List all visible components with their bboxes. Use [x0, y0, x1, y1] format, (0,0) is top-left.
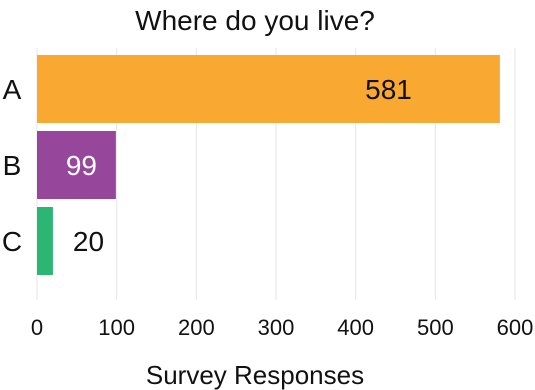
chart-title: Where do you live?: [135, 5, 375, 36]
x-tick-label: 600: [497, 315, 534, 340]
category-label: A: [3, 74, 22, 105]
x-tick-label: 0: [31, 315, 43, 340]
data-labels: 581 99 20: [66, 74, 412, 257]
category-label: B: [3, 150, 22, 181]
bar: [37, 207, 53, 275]
x-tick-label: 100: [98, 315, 135, 340]
data-label: 581: [365, 74, 412, 105]
x-tick-labels: 0 100 200 300 400 500 600: [31, 315, 533, 340]
x-tick-label: 500: [417, 315, 454, 340]
bar: [37, 131, 116, 199]
x-tick-label: 300: [258, 315, 295, 340]
bar: [37, 55, 500, 123]
x-axis-label: Survey Responses: [146, 360, 364, 390]
bars: [37, 55, 500, 275]
data-label: 20: [73, 226, 104, 257]
category-label: C: [2, 226, 22, 257]
category-labels: A B C: [2, 74, 22, 257]
x-tick-label: 200: [178, 315, 215, 340]
data-label: 99: [66, 150, 97, 181]
x-tick-label: 400: [337, 315, 374, 340]
